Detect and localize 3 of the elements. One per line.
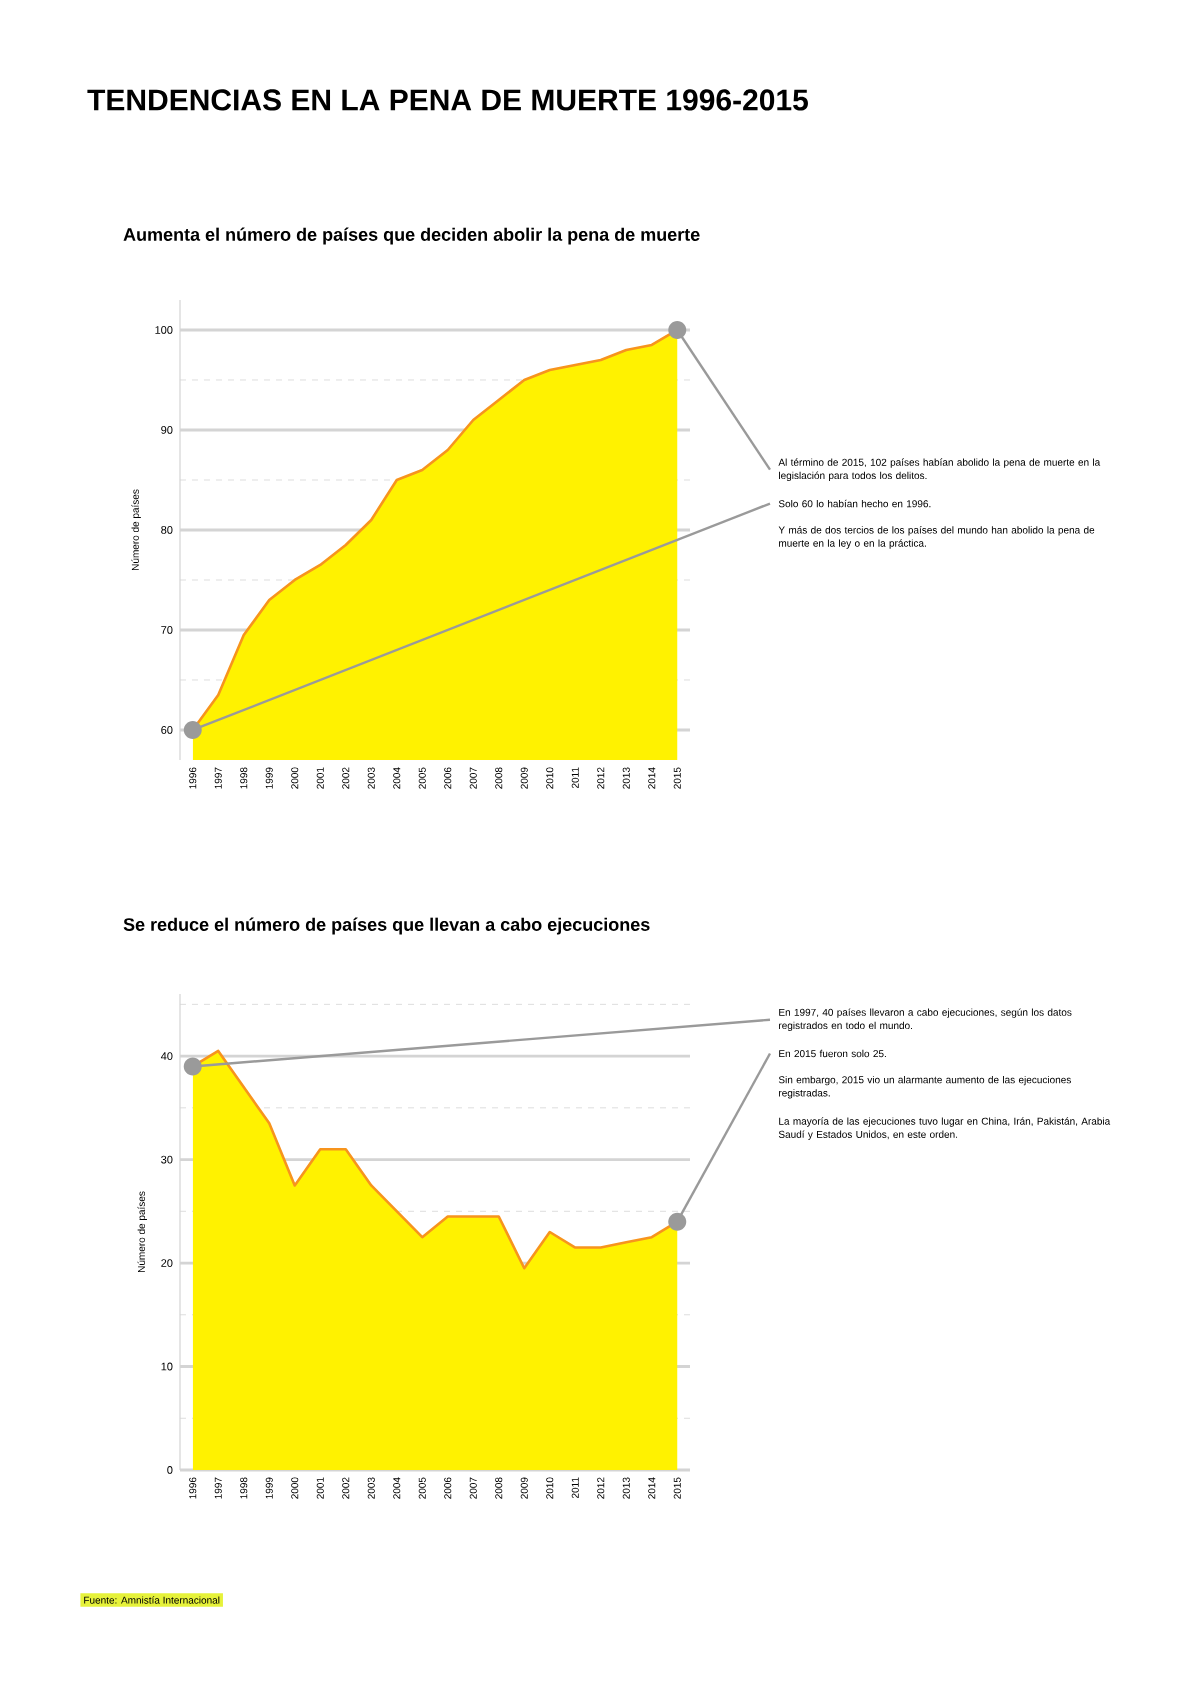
chart-title: TENDENCIAS EN LA PENA DE MUERTE 1996-2015	[87, 89, 808, 111]
chart-title: Se reduce el número de países que llevan a cabo ejecuciones	[123, 917, 650, 935]
chart-subtitle: Aumenta el número de países que deciden abolir la pena de muerte	[123, 227, 700, 245]
